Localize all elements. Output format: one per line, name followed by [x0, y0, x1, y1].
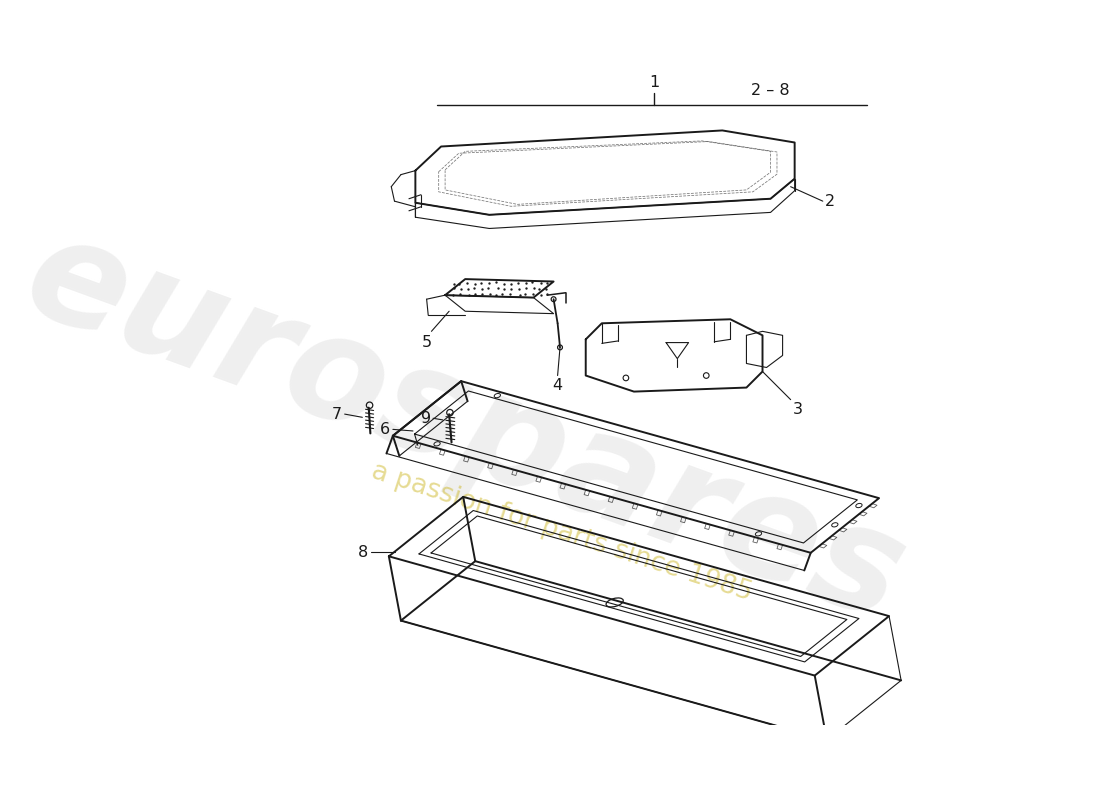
Text: 9: 9 [420, 410, 430, 426]
Text: 3: 3 [793, 402, 803, 417]
Text: 5: 5 [421, 334, 431, 350]
Text: a passion for parts since 1985: a passion for parts since 1985 [367, 458, 756, 606]
Text: 8: 8 [359, 545, 369, 560]
Text: 7: 7 [332, 406, 342, 422]
Text: eurospares: eurospares [8, 204, 923, 652]
Text: 1: 1 [649, 75, 659, 90]
Text: 2: 2 [825, 194, 835, 209]
Text: 2 – 8: 2 – 8 [751, 83, 790, 98]
Text: 4: 4 [552, 378, 563, 393]
Text: 6: 6 [381, 422, 390, 437]
